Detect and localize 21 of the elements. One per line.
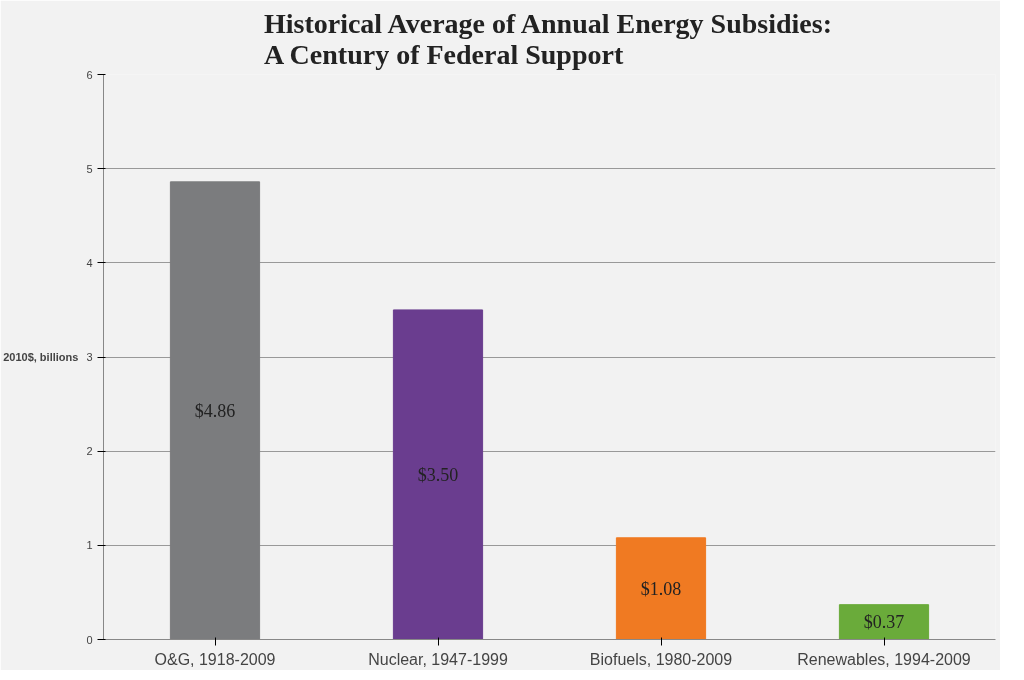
y-axis-title: 2010$, billions	[3, 351, 79, 363]
bar	[169, 181, 261, 640]
y-tick-label: 4	[86, 256, 93, 269]
data-label: $3.50	[417, 464, 459, 485]
x-tick-label: O&G, 1918-2009	[154, 650, 276, 668]
y-tick-label: 1	[86, 539, 93, 552]
bar	[392, 309, 484, 640]
y-tick-label: 3	[86, 351, 93, 363]
y-tick-label: 0	[86, 633, 93, 646]
data-label: $1.08	[640, 578, 682, 599]
data-label: $4.86	[194, 400, 236, 421]
bar	[615, 537, 707, 640]
x-tick-label: Biofuels, 1980-2009	[589, 650, 733, 668]
data-label: $0.37	[863, 612, 905, 633]
bar	[838, 604, 930, 640]
x-tick-label: Renewables, 1994-2009	[797, 650, 971, 668]
y-tick-label: 2	[86, 445, 93, 458]
y-tick-label: 6	[86, 68, 93, 81]
chart-title: Historical Average of Annual Energy Subsidies: A Century of Federal Support	[263, 7, 832, 70]
x-tick-label: Nuclear, 1947-1999	[368, 650, 508, 668]
y-tick-label: 5	[86, 162, 93, 175]
